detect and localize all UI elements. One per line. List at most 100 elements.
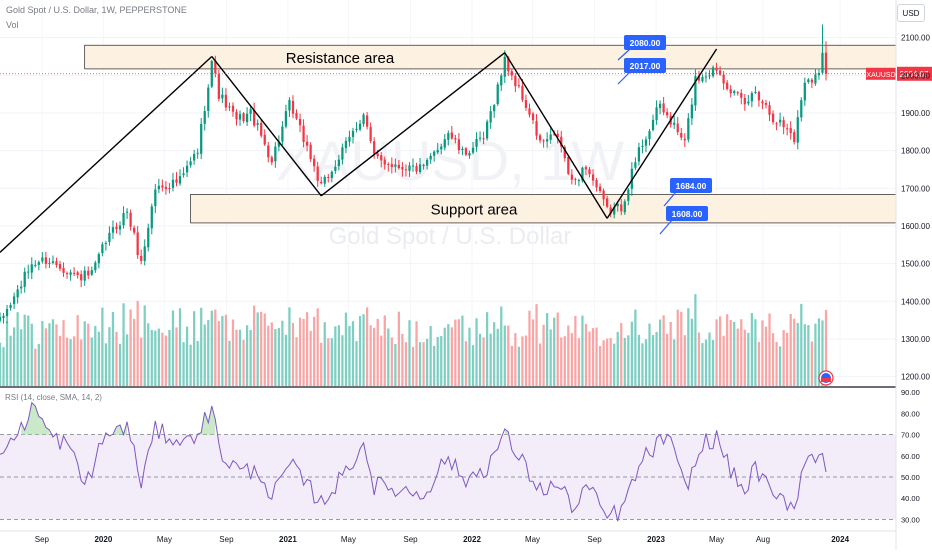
volume-bar: [327, 338, 330, 386]
volume-bar: [281, 320, 284, 386]
volume-bar: [750, 313, 754, 386]
volume-bar: [500, 306, 503, 386]
volume-bar: [598, 345, 602, 386]
candle: [538, 135, 542, 141]
candle: [305, 141, 309, 146]
candle: [369, 127, 372, 141]
volume-bar: [344, 312, 348, 386]
volume-bar: [429, 326, 432, 386]
candle: [80, 274, 83, 281]
price-axis-label: 1500.00: [901, 260, 930, 269]
volume-bar: [115, 331, 118, 386]
candle: [764, 103, 768, 105]
candle: [535, 120, 538, 136]
volume-bar: [521, 336, 524, 386]
candle: [440, 146, 443, 150]
candle: [814, 74, 817, 84]
candle: [761, 101, 764, 104]
candle: [242, 113, 245, 122]
candle: [793, 132, 796, 142]
time-axis-label: Aug: [756, 535, 770, 544]
volume-bar: [118, 343, 122, 386]
candle: [58, 264, 62, 269]
candle: [457, 139, 461, 151]
candle: [464, 148, 468, 155]
candle: [824, 52, 828, 74]
candle: [658, 103, 662, 109]
volume-bar: [711, 340, 715, 386]
candle: [154, 189, 157, 207]
candle: [771, 113, 775, 123]
volume-bar: [669, 321, 672, 386]
candle: [450, 132, 453, 139]
rsi-plot: [0, 401, 896, 522]
volume-bar: [581, 315, 584, 386]
volume-bar: [662, 315, 665, 386]
candle: [380, 155, 383, 161]
volume-bar: [644, 339, 648, 386]
volume-bar: [122, 303, 125, 386]
volume-bar: [129, 309, 132, 386]
volume-bar: [471, 345, 475, 386]
candle: [429, 155, 432, 160]
volume-bar: [567, 325, 570, 386]
trend-line: [320, 52, 506, 197]
rsi-overbought-fill: [21, 402, 50, 435]
volume-bar: [810, 341, 814, 386]
candle: [129, 212, 132, 227]
volume-bar: [824, 309, 828, 386]
currency-button[interactable]: USD: [897, 4, 925, 22]
callout-value: 2080.00: [630, 38, 661, 48]
candle: [517, 85, 521, 87]
volume-bar: [768, 313, 771, 386]
symbol-tag: [866, 67, 896, 80]
candle: [157, 185, 160, 190]
volume-bar: [778, 346, 782, 386]
candle: [44, 257, 48, 264]
candle: [598, 186, 602, 191]
volume-bar: [655, 331, 658, 386]
volume-bar: [803, 324, 806, 386]
volume-bar: [224, 314, 228, 386]
volume-bar: [270, 322, 273, 386]
volume-bar: [641, 343, 644, 386]
candle: [581, 167, 584, 181]
volume-bar: [337, 325, 341, 386]
volume-bar: [478, 333, 482, 386]
rsi-overbought-fill: [113, 421, 128, 435]
volume-bar: [253, 305, 256, 386]
volume-bar: [313, 316, 316, 386]
volume-bar: [200, 307, 203, 386]
volume-bar: [334, 326, 337, 386]
rsi-axis-label: 90.00: [901, 388, 920, 397]
volume-bar: [507, 325, 510, 386]
volume-bar: [9, 335, 12, 386]
volume-bar: [510, 345, 513, 386]
volume-bar: [189, 344, 192, 386]
volume-bar: [538, 343, 542, 386]
volume-bar: [584, 323, 588, 386]
price-axis-label: 1700.00: [901, 184, 930, 193]
candle: [708, 75, 711, 77]
volume-bar: [34, 348, 37, 386]
last-price-value: 2004.07: [900, 70, 929, 79]
candle: [313, 158, 316, 167]
rsi-axis-label: 50.00: [901, 473, 920, 482]
volume-bar: [630, 321, 633, 386]
candle: [461, 148, 464, 150]
candle: [83, 270, 86, 281]
volume-bar: [404, 342, 408, 386]
volume-bar: [496, 328, 499, 386]
candle: [390, 164, 393, 168]
candle: [577, 180, 581, 182]
volume-bar: [517, 346, 521, 386]
volume-bar: [726, 314, 729, 386]
candle: [323, 176, 326, 184]
volume-bar: [821, 320, 824, 386]
watermark-name: Gold Spot / U.S. Dollar: [329, 223, 572, 250]
callout-pointer: [663, 191, 677, 207]
candle: [546, 139, 549, 142]
volume-bar: [418, 342, 422, 386]
candle: [90, 270, 93, 275]
